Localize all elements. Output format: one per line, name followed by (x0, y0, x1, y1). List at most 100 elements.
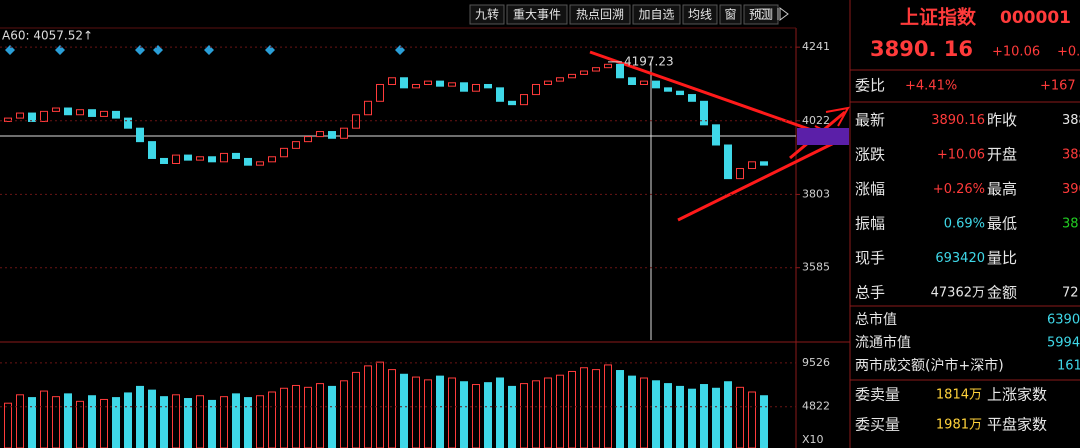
toolbar-button[interactable] (632, 4, 681, 25)
candle-body (532, 83, 540, 96)
candle-body (4, 117, 12, 122)
toolbar-label[interactable]: 重大事件 (513, 8, 561, 22)
volume-bar (484, 382, 492, 448)
candle-body (712, 124, 720, 146)
volume-bar (328, 385, 336, 448)
candle-body (664, 87, 672, 92)
volume-bar (448, 377, 456, 448)
row-value: 693420 (935, 251, 985, 266)
lock-icon[interactable] (759, 8, 771, 20)
volume-bar (568, 370, 576, 448)
candle-body (268, 156, 276, 163)
toolbar-label[interactable]: 九转 (475, 7, 499, 22)
volume-bar (280, 387, 288, 448)
volume-bar (520, 383, 528, 448)
candle-body (436, 80, 444, 87)
candle-body (520, 94, 528, 106)
toolbar-button[interactable] (682, 4, 718, 25)
volume-bar (532, 380, 540, 448)
volume-bar (196, 395, 204, 448)
volume-bar (472, 384, 480, 448)
y-tick-label: 4241 (802, 40, 830, 53)
candle-body (256, 161, 264, 166)
volume-bar (304, 386, 312, 448)
row-label: 金额 (987, 284, 1017, 302)
toolbar-label[interactable]: 预测 (749, 8, 773, 22)
toolbar-button[interactable] (469, 4, 505, 25)
candle-body (64, 107, 72, 116)
volume-bar (220, 396, 228, 448)
candle-body (616, 63, 624, 79)
volume-bar (40, 390, 48, 448)
volume-bar (64, 393, 72, 448)
row-value: 47362万 (931, 286, 985, 301)
row-value: 387 (1062, 217, 1080, 232)
candle-body (304, 136, 312, 143)
candle-body (100, 110, 108, 117)
volume-bar (688, 388, 696, 448)
volume-bar (316, 383, 324, 448)
candle-body (628, 77, 636, 85)
volume-bar (460, 381, 468, 448)
volume-bar (628, 375, 636, 448)
volume-bar (4, 402, 12, 448)
volume-bar (760, 395, 768, 448)
volume-bar (256, 395, 264, 448)
order-label: 平盘家数 (987, 416, 1047, 434)
candle-body (244, 157, 252, 166)
row-label: 开盘 (987, 146, 1017, 164)
volume-bar (412, 376, 420, 448)
volume-bar (400, 373, 408, 448)
volume-bar (100, 398, 108, 448)
price-marker (797, 128, 849, 145)
candle-body (280, 147, 288, 158)
candle-body (28, 112, 36, 122)
toolbar-button[interactable] (569, 4, 631, 25)
row-value: +167 (1040, 79, 1076, 94)
row-value: 72 (1062, 286, 1079, 301)
candle-body (208, 156, 216, 163)
candle-body (76, 109, 84, 116)
toolbar-label[interactable]: 热点回溯 (576, 7, 624, 22)
expand-icon[interactable] (777, 7, 789, 21)
volume-bar (748, 391, 756, 448)
volume-bar (424, 379, 432, 448)
candle-body (748, 161, 756, 170)
toolbar-button[interactable] (506, 4, 568, 25)
candle-body (592, 67, 600, 72)
candle-body (448, 82, 456, 87)
y-tick-label: 3803 (802, 187, 830, 200)
volume-bar (496, 377, 504, 448)
candle-body (124, 117, 132, 129)
volume-bar (736, 386, 744, 448)
candle-body (508, 100, 516, 106)
volume-bar (376, 361, 384, 448)
candle-body (676, 90, 684, 96)
volume-bar (388, 369, 396, 448)
volume-bar (52, 396, 60, 448)
toolbar-button[interactable] (719, 4, 742, 25)
candle-body (112, 110, 120, 119)
toolbar-label[interactable]: 加自选 (638, 8, 674, 22)
volume-bar (76, 400, 84, 448)
toolbar-label[interactable]: 均线 (688, 8, 712, 22)
candle-body (472, 83, 480, 92)
volume-bar (148, 389, 156, 448)
volume-bar (616, 370, 624, 448)
volume-bar (508, 385, 516, 448)
candle-body (652, 80, 660, 89)
toolbar-icons (759, 7, 789, 21)
row-label: 量比 (987, 249, 1017, 267)
candle-body (232, 152, 240, 159)
candle-body (184, 154, 192, 161)
candle-body (604, 63, 612, 69)
y-tick-label: 4022 (802, 114, 830, 127)
volume-bar (700, 384, 708, 448)
toolbar-label[interactable]: 窗 (724, 8, 736, 22)
market-value: 5994 (1047, 336, 1080, 351)
candle-body (52, 107, 60, 112)
volume-bar (640, 377, 648, 448)
volume-bar (136, 385, 144, 448)
